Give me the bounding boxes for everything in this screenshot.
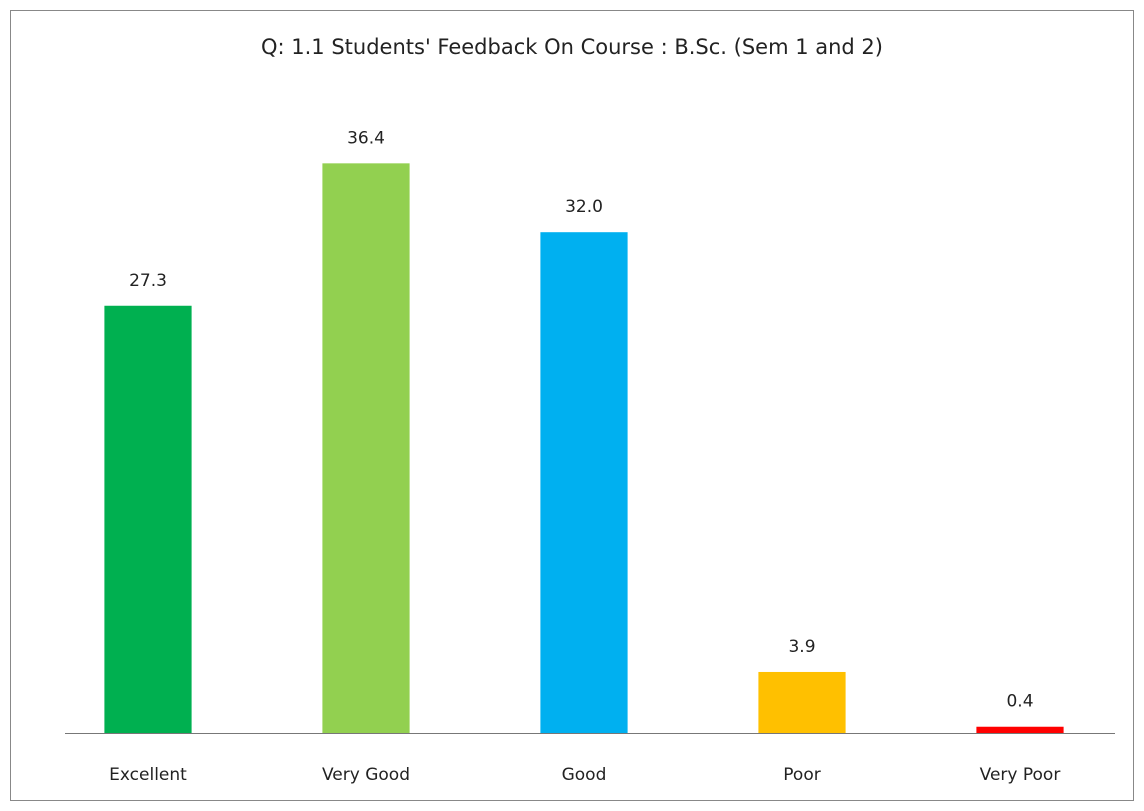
value-label: 36.4 <box>347 128 385 148</box>
x-tick-label: Very Good <box>322 765 410 785</box>
bar <box>322 163 410 734</box>
value-label: 27.3 <box>129 271 167 291</box>
x-tick-label: Poor <box>783 765 820 785</box>
x-tick-label: Good <box>562 765 607 785</box>
value-label: 0.4 <box>1006 692 1033 712</box>
bar <box>540 232 628 733</box>
value-label: 32.0 <box>565 197 603 217</box>
x-tick-label: Excellent <box>109 765 187 785</box>
x-tick-label: Very Poor <box>980 765 1061 785</box>
bar <box>976 726 1064 733</box>
value-label: 3.9 <box>788 637 815 657</box>
bar <box>758 671 846 733</box>
chart-title: Q: 1.1 Students' Feedback On Course : B.… <box>261 35 883 59</box>
bar <box>104 305 192 733</box>
